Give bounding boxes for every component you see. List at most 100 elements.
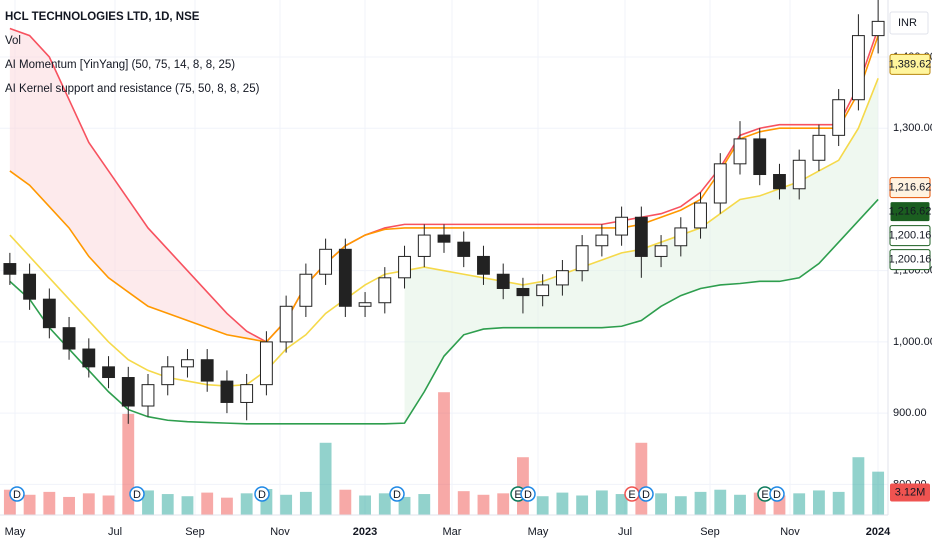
price-label: 1,216.62 — [889, 206, 932, 218]
volume-bar — [576, 495, 589, 515]
candle-body — [82, 348, 96, 368]
volume-bar — [142, 490, 154, 515]
event-label[interactable]: E — [761, 489, 768, 501]
event-label[interactable]: D — [642, 489, 650, 501]
volume-bar — [221, 497, 233, 515]
x-tick-label: 2023 — [353, 526, 377, 538]
candle-body — [121, 377, 135, 407]
volume-bar — [201, 492, 214, 515]
candle-body — [871, 20, 885, 37]
candle-body — [319, 248, 333, 275]
candle-body — [753, 138, 767, 176]
candle-body — [279, 305, 293, 343]
candle-body — [832, 99, 846, 136]
volume-bar — [517, 457, 529, 515]
event-marker[interactable] — [638, 486, 654, 502]
candle-body — [694, 202, 707, 229]
price-label-box — [889, 249, 931, 271]
event-marker[interactable] — [129, 486, 145, 502]
event-label[interactable]: D — [133, 489, 141, 501]
candle-body — [259, 341, 273, 386]
volume-bar — [852, 457, 865, 515]
candle-body — [181, 359, 194, 368]
x-tick-label: Nov — [270, 526, 290, 538]
event-label[interactable]: D — [258, 489, 266, 501]
candle-body — [240, 384, 254, 403]
candle-body — [713, 163, 727, 204]
volume-bar — [457, 491, 470, 515]
band-line — [9, 78, 879, 387]
candle-body — [536, 284, 550, 297]
volume-bar — [339, 489, 352, 515]
price-label-box — [889, 177, 931, 199]
candle-body — [555, 270, 569, 286]
candle-body — [496, 273, 510, 289]
volume-bar — [734, 494, 746, 515]
event-marker[interactable] — [389, 486, 405, 502]
candle-body — [200, 359, 214, 382]
event-label[interactable]: D — [393, 489, 401, 501]
currency[interactable]: INR — [898, 17, 917, 29]
volume-bar — [280, 494, 293, 515]
volume-bar — [43, 491, 56, 515]
event-label[interactable]: D — [524, 489, 532, 501]
price-label: 1,389.62 — [889, 58, 932, 70]
chart-title: HCL TECHNOLOGIES LTD, 1D, NSE — [5, 11, 200, 23]
volume-bar — [753, 492, 766, 515]
candle-body — [141, 384, 155, 407]
event-label[interactable]: D — [13, 489, 21, 501]
x-tick-label: Jul — [618, 526, 632, 538]
legend-line: Vol — [5, 35, 21, 47]
volume-bar — [122, 413, 135, 515]
volume-label-box — [890, 483, 930, 502]
candle-body — [3, 263, 17, 275]
event-label[interactable]: E — [628, 489, 635, 501]
candle-body — [733, 138, 747, 165]
x-tick-label: Sep — [700, 526, 720, 538]
x-tick-label: 2024 — [866, 526, 891, 538]
candle-body — [773, 174, 786, 190]
price-label: 1,216.62 — [889, 182, 932, 194]
x-tick-label: Mar — [443, 526, 462, 538]
volume-bar — [161, 494, 174, 515]
volume-bar — [714, 489, 727, 515]
volume-bar — [536, 496, 549, 515]
event-label[interactable]: D — [773, 489, 781, 501]
price-label: 1,200.16 — [889, 230, 932, 242]
y-tick-label: 1,000.00 — [893, 336, 932, 348]
y-tick-label: 1,300.00 — [893, 122, 932, 134]
event-marker[interactable] — [9, 486, 25, 502]
x-tick-label: Jul — [108, 526, 122, 538]
candle-body — [417, 234, 431, 257]
volume-bar — [635, 442, 648, 515]
event-marker[interactable] — [769, 486, 785, 502]
candle-body — [575, 245, 589, 272]
candle-body — [62, 327, 76, 350]
volume-bar — [694, 491, 707, 515]
volume-bar — [3, 489, 16, 515]
volume-bar — [63, 496, 75, 515]
event-marker[interactable] — [254, 486, 270, 502]
event-label[interactable]: E — [514, 489, 521, 501]
legend-line: AI Momentum [YinYang] (50, 75, 14, 8, 8,… — [5, 59, 235, 71]
price-label-box — [889, 201, 931, 223]
band-fill — [9, 28, 267, 342]
candle-body — [398, 255, 411, 279]
price-label: 1,200.16 — [889, 254, 932, 266]
currency-box[interactable] — [889, 11, 929, 35]
volume-bar — [773, 495, 786, 515]
volume-bar — [615, 494, 628, 515]
x-tick-label: Sep — [185, 526, 205, 538]
candle-body — [299, 273, 313, 307]
volume-bar — [240, 493, 253, 515]
volume-bar — [181, 496, 194, 515]
volume-bar — [359, 495, 371, 515]
candle-body — [792, 159, 806, 190]
candle-body — [674, 227, 688, 247]
candle-body — [437, 234, 451, 243]
y-tick-label: 900.00 — [893, 407, 927, 419]
volume-bar — [497, 493, 510, 515]
event-marker[interactable] — [520, 486, 536, 502]
volume-bar — [299, 491, 312, 515]
